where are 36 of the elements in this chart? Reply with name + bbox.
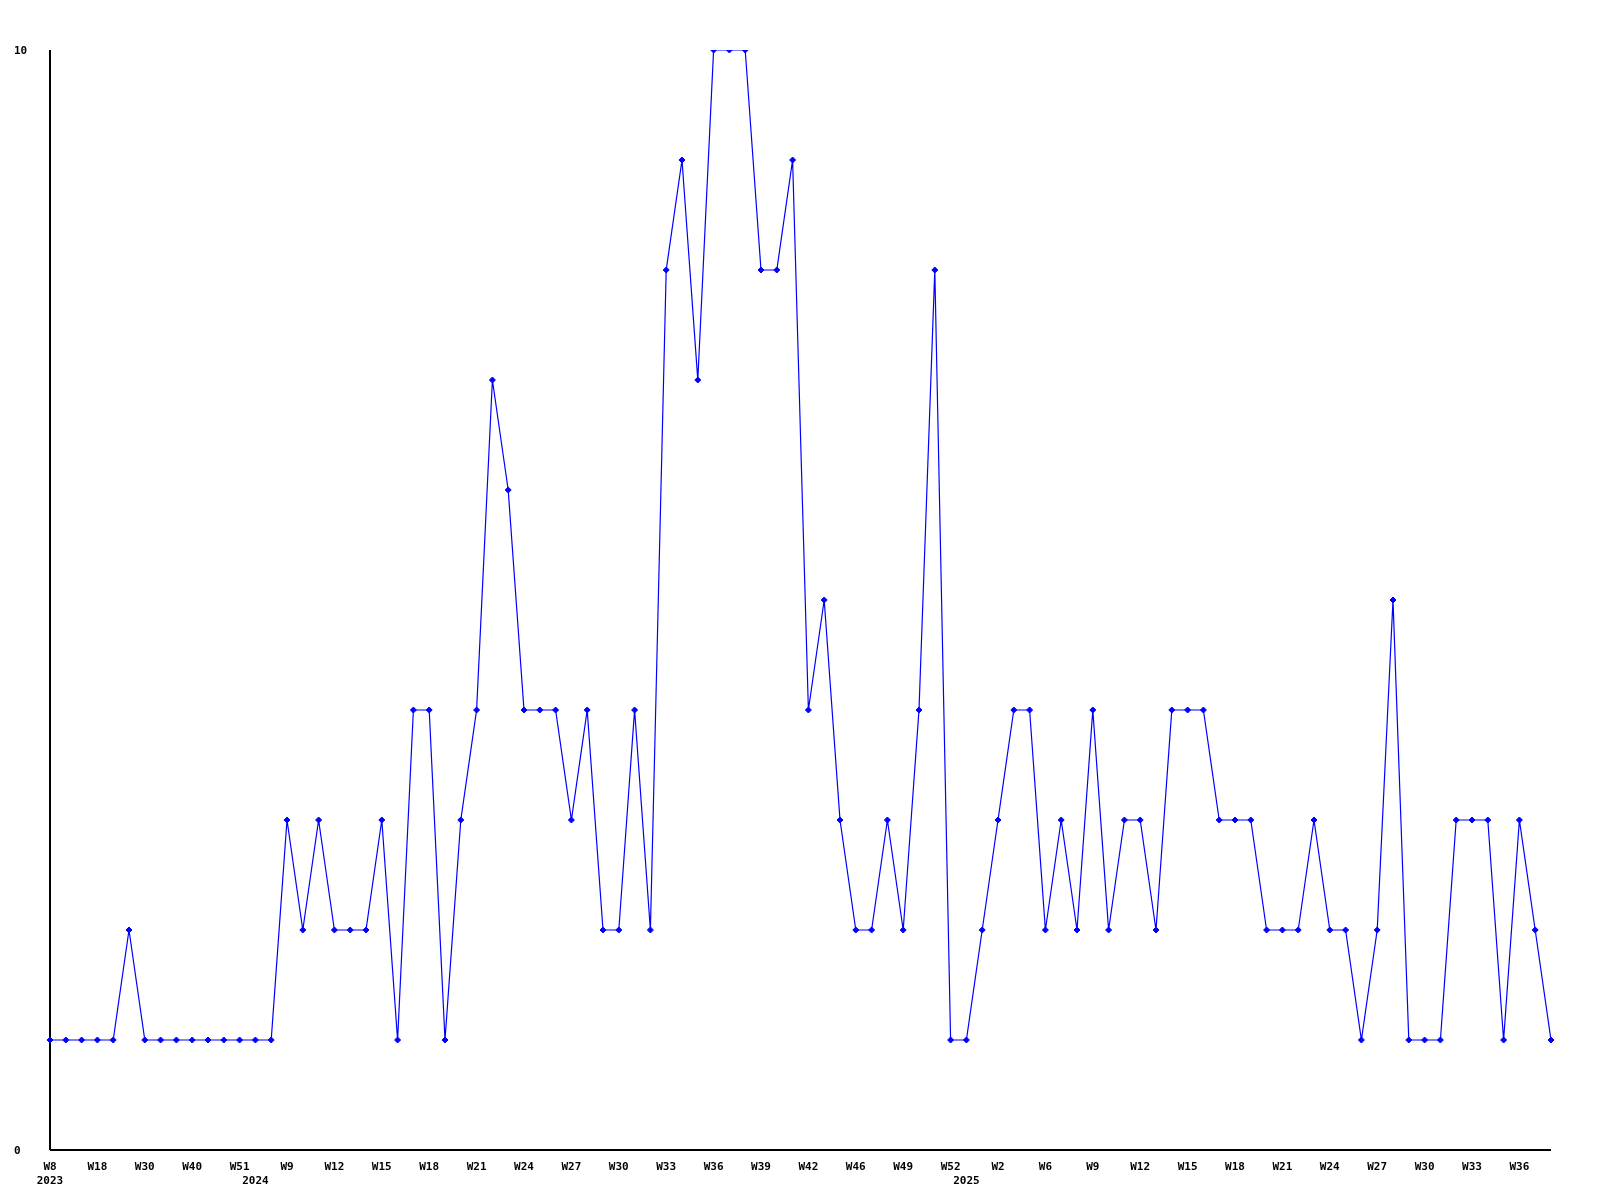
- x-tick-label: W8 2023: [36, 1160, 64, 1187]
- x-tick-label: W46: [845, 1160, 867, 1173]
- x-tick-label: W30: [134, 1160, 155, 1173]
- x-tick-label: W36: [1509, 1160, 1530, 1173]
- x-tick-label: W27: [561, 1160, 582, 1173]
- x-tick-label: W9: [1086, 1160, 1100, 1173]
- x-tick-label: W52: [940, 1160, 961, 1173]
- x-tick-label: W12: [1130, 1160, 1151, 1173]
- x-tick-label: W39: [751, 1160, 771, 1173]
- x-tick-label: W15: [371, 1160, 392, 1173]
- x-tick-label: W24: [514, 1160, 535, 1173]
- x-tick-label: W21: [1272, 1160, 1293, 1173]
- x-tick-label: W36: [703, 1160, 724, 1173]
- x-tick-label: W2: [991, 1160, 1005, 1173]
- x-tick-label: 2025: [953, 1174, 980, 1187]
- y-tick-label: 0: [14, 1143, 21, 1157]
- x-tick-label: W49: [893, 1160, 914, 1173]
- x-tick-label: W30: [608, 1160, 629, 1173]
- x-tick-label: W33: [1462, 1160, 1482, 1173]
- x-tick-label: W9: [280, 1160, 294, 1173]
- x-tick-label: W33: [656, 1160, 677, 1173]
- x-tick-label: W15: [1177, 1160, 1198, 1173]
- x-tick-label: W18: [87, 1160, 108, 1173]
- x-tick-label: W18: [1225, 1160, 1245, 1173]
- x-tick-label: W12: [324, 1160, 345, 1173]
- x-tick-label: W27: [1367, 1160, 1388, 1173]
- x-tick-label: W18: [419, 1160, 440, 1173]
- x-tick-label: W6: [1038, 1160, 1053, 1173]
- x-tick-label: W40: [182, 1160, 203, 1173]
- x-tick-label: W51: [229, 1160, 250, 1173]
- x-tick-label: W24: [1319, 1160, 1341, 1173]
- x-tick-label: W21: [466, 1160, 487, 1173]
- x-tick-label: W30: [1414, 1160, 1435, 1173]
- y-tick-label: 10: [14, 43, 28, 57]
- x-tick-label: W42: [798, 1160, 819, 1173]
- x-tick-label: 2024: [242, 1174, 270, 1187]
